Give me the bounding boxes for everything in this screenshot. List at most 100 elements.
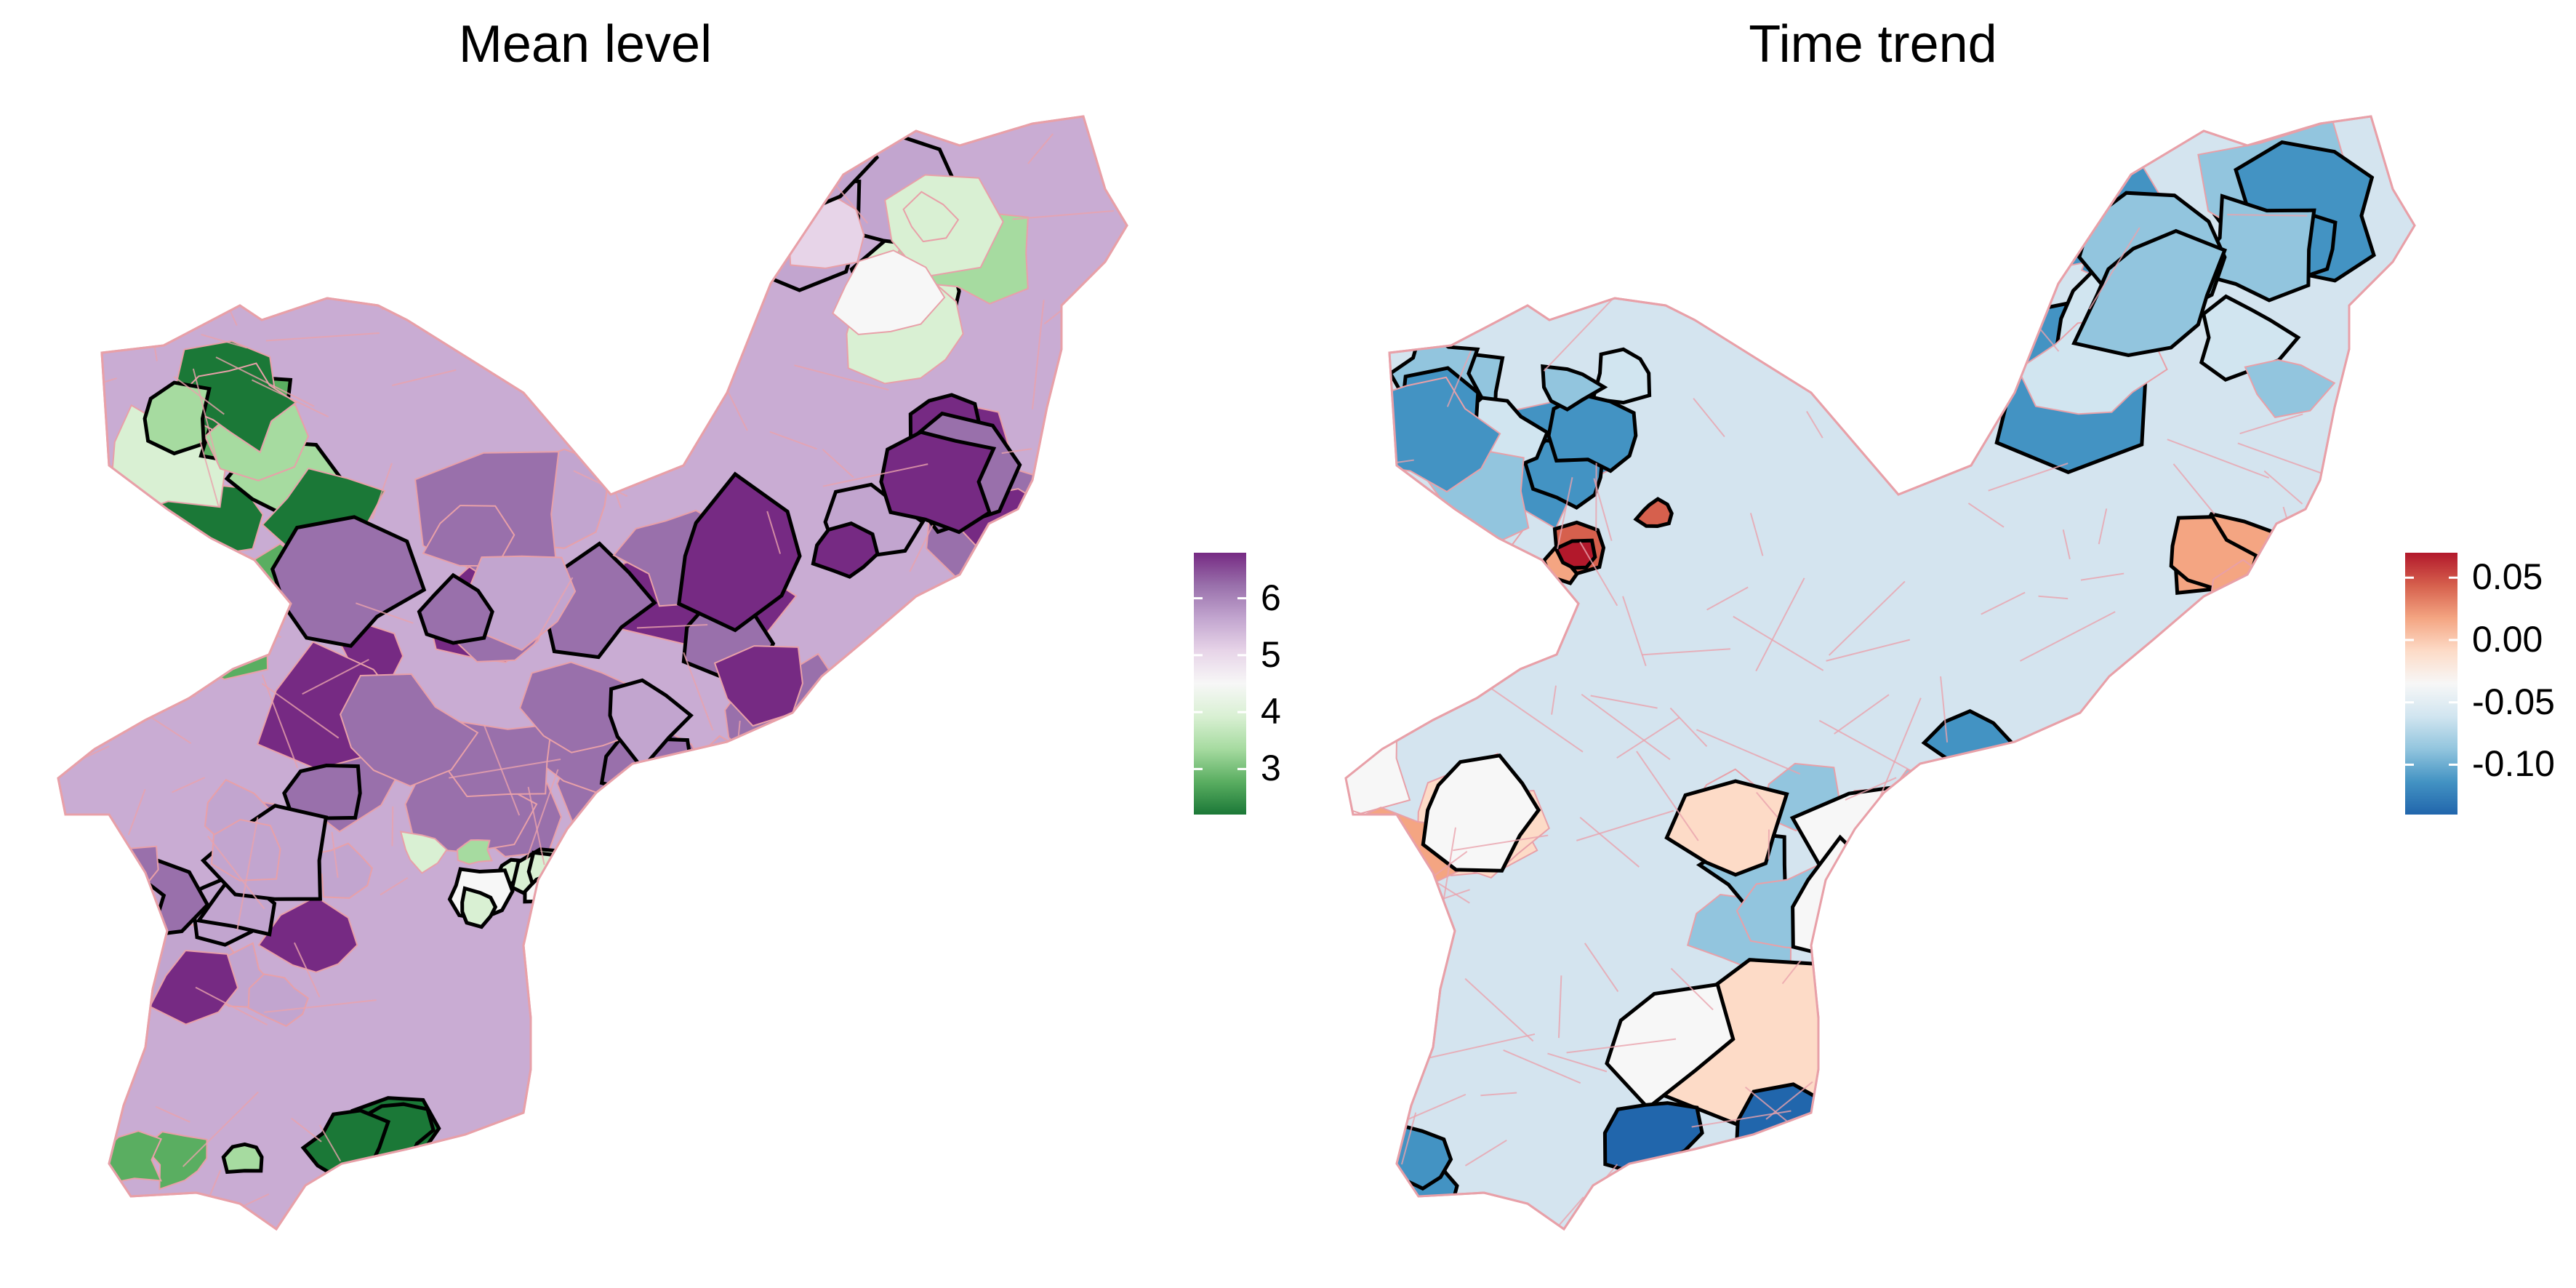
time-trend-region bbox=[1868, 873, 1967, 953]
time-trend-region bbox=[1938, 785, 2021, 880]
time-trend-tract-boundary bbox=[1576, 809, 1674, 841]
mean-level-tract-boundary bbox=[770, 823, 797, 841]
mean-level-tract-boundary bbox=[587, 383, 679, 409]
time-trend-tract-boundary bbox=[1426, 1033, 1536, 1060]
time-trend-tract-boundary bbox=[1965, 291, 1987, 374]
time-trend-tract-boundary bbox=[1990, 853, 2017, 889]
time-trend-tract-boundary bbox=[1453, 834, 1549, 852]
mean-level-region bbox=[340, 673, 479, 787]
mean-level-tract-boundary bbox=[585, 844, 601, 921]
time-trend-tract-boundary bbox=[1551, 685, 1557, 715]
mean-level-tract-boundary bbox=[729, 1103, 765, 1178]
mean-level-region bbox=[58, 932, 124, 990]
time-trend-tract-boundary bbox=[1940, 676, 1949, 743]
mean-level-tract-boundary bbox=[423, 238, 500, 283]
mean-level-region bbox=[161, 543, 234, 602]
time-trend-tract-boundary bbox=[1579, 541, 1618, 607]
time-trend-tract-boundary bbox=[1706, 586, 1749, 611]
time-trend-region bbox=[1605, 982, 1736, 1111]
mean-level-region bbox=[545, 907, 613, 961]
time-trend-tract-boundary bbox=[1969, 187, 2052, 219]
mean-level-region bbox=[832, 249, 946, 335]
time-trend-tract-boundary bbox=[1670, 967, 1714, 1011]
time-trend-tract-boundary bbox=[1675, 1170, 1725, 1187]
mean-level-tract-boundary bbox=[331, 831, 339, 879]
mean-level-tract-boundary bbox=[539, 986, 577, 1031]
time-trend-tract-boundary bbox=[2080, 572, 2124, 581]
mean-level-legend-tick-label: 6 bbox=[1261, 577, 1281, 618]
time-trend-tract-boundary bbox=[1806, 411, 1823, 439]
time-trend-tract-boundary bbox=[2263, 470, 2303, 505]
mean-level-tract-boundary bbox=[261, 674, 299, 769]
time-trend-tract-boundary bbox=[1941, 1049, 1970, 1135]
time-trend-tract-boundary bbox=[1693, 398, 1725, 438]
mean-level-tract-boundary bbox=[314, 1204, 366, 1209]
time-trend-tract-boundary bbox=[1503, 1049, 1581, 1084]
mean-level-region bbox=[683, 735, 776, 844]
mean-level-tract-boundary bbox=[766, 753, 827, 786]
time-trend-region bbox=[1553, 538, 1597, 570]
mean-level-tract-boundary bbox=[236, 817, 259, 931]
time-trend-tract-boundary bbox=[2227, 214, 2308, 217]
mean-level-tract-boundary bbox=[521, 255, 546, 276]
time-trend-tract-boundary bbox=[1795, 140, 1864, 182]
mean-level-tract-boundary bbox=[928, 1118, 958, 1149]
time-trend-city-border bbox=[1344, 115, 2416, 1231]
time-trend-region bbox=[1825, 860, 1877, 916]
mean-level-tract-boundary bbox=[686, 860, 739, 963]
time-trend-region bbox=[1944, 880, 2015, 935]
time-trend-region bbox=[1915, 877, 1975, 921]
mean-level-tract-boundary bbox=[1032, 1108, 1064, 1123]
time-trend-tract-boundary bbox=[1761, 177, 1846, 183]
mean-level-region bbox=[221, 1142, 264, 1175]
time-trend-tract-boundary bbox=[1346, 369, 1352, 473]
mean-level-title: Mean level bbox=[458, 15, 713, 73]
time-trend-tract-boundary bbox=[1461, 513, 1465, 597]
mean-level-tract-boundary bbox=[201, 333, 247, 349]
time-trend-tract-boundary bbox=[1818, 719, 1917, 775]
time-trend-tract-boundary bbox=[1752, 188, 1802, 210]
mean-level-tract-boundary bbox=[526, 769, 559, 860]
time-trend-region bbox=[1633, 497, 1674, 529]
mean-level-tract-boundary bbox=[173, 376, 225, 415]
mean-level-region bbox=[608, 678, 694, 772]
time-trend-region bbox=[1943, 749, 2048, 837]
mean-level-legend-tick-label: 3 bbox=[1261, 748, 1281, 789]
time-trend-tract-boundary bbox=[2182, 1196, 2270, 1229]
mean-level-region bbox=[545, 944, 585, 975]
mean-level-tract-boundary bbox=[1101, 735, 1127, 819]
time-trend-tract-boundary bbox=[2144, 725, 2172, 754]
time-trend-tract-boundary bbox=[1543, 292, 1619, 372]
time-trend-tract-boundary bbox=[1968, 851, 2034, 882]
time-trend-tract-boundary bbox=[1557, 975, 1562, 1039]
mean-level-tract-boundary bbox=[174, 628, 249, 659]
time-trend-legend-tick-label: 0.00 bbox=[2472, 619, 2543, 660]
time-trend-tract-boundary bbox=[1557, 477, 1573, 549]
time-trend-tract-boundary bbox=[1601, 188, 1633, 196]
time-trend-tract-boundary bbox=[2091, 842, 2152, 941]
time-trend-tract-boundary bbox=[1696, 729, 1801, 775]
time-trend-region bbox=[1541, 364, 1608, 412]
mean-level-tract-boundary bbox=[769, 431, 817, 450]
mean-level-region bbox=[677, 471, 802, 633]
time-trend-tract-boundary bbox=[2376, 334, 2415, 382]
time-trend-tract-boundary bbox=[1480, 1092, 1517, 1097]
time-trend-region bbox=[1590, 347, 1652, 405]
time-trend-tract-boundary bbox=[1565, 1220, 1613, 1229]
mean-level-tract-boundary bbox=[1123, 735, 1127, 796]
mean-level-tract-boundary bbox=[521, 160, 564, 201]
mean-level-tract-boundary bbox=[192, 368, 218, 463]
time-trend-tract-boundary bbox=[1384, 651, 1408, 721]
mean-level-tract-boundary bbox=[810, 833, 844, 923]
mean-level-regions bbox=[57, 115, 1128, 1231]
mean-level-region bbox=[550, 846, 627, 916]
time-trend-tract-boundary bbox=[1584, 943, 1619, 993]
time-trend-tract-boundary bbox=[1346, 1142, 1403, 1206]
mean-level-tract-boundary bbox=[181, 569, 216, 607]
time-trend-tract-boundary bbox=[1733, 615, 1824, 671]
time-trend-tract-boundary bbox=[1845, 777, 1897, 801]
time-trend-region bbox=[1346, 724, 1411, 815]
time-trend-tract-boundary bbox=[1835, 969, 1887, 1012]
mean-level-tract-boundary bbox=[969, 903, 1016, 980]
mean-level-tract-boundary bbox=[92, 1002, 105, 1091]
